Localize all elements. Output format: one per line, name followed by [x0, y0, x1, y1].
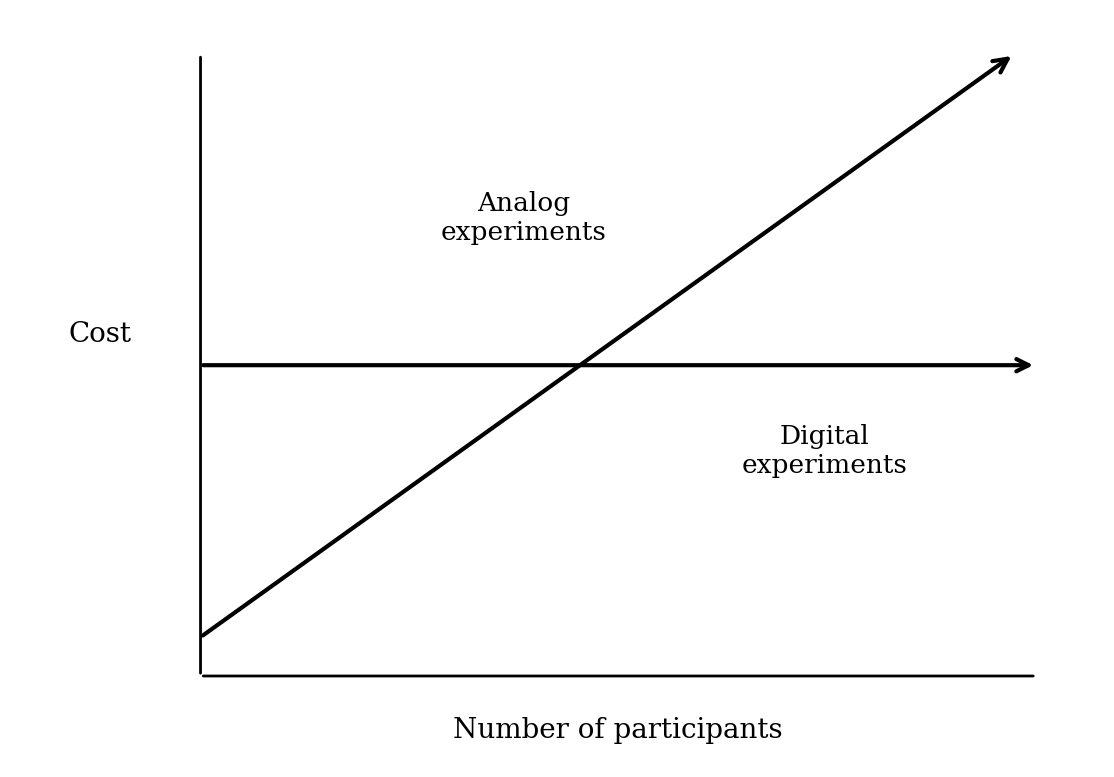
Text: Cost: Cost — [69, 321, 131, 347]
Text: Analog
experiments: Analog experiments — [441, 190, 606, 245]
Text: Number of participants: Number of participants — [453, 717, 783, 744]
Text: Digital
experiments: Digital experiments — [742, 423, 907, 478]
